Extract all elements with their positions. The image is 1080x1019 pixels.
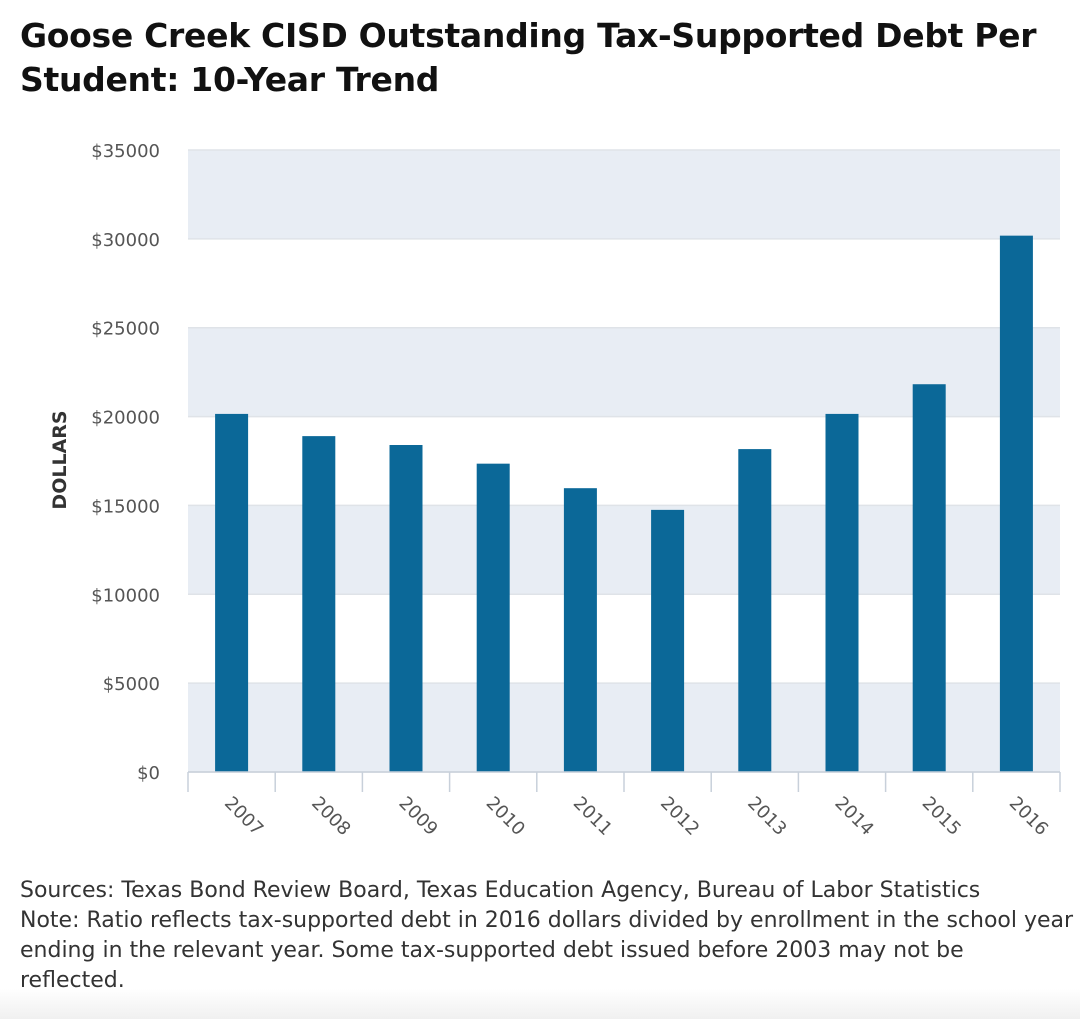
bar-2009 xyxy=(389,445,423,772)
chart-notes: Sources: Texas Bond Review Board, Texas … xyxy=(20,876,1075,996)
y-axis-label: DOLLARS xyxy=(49,410,71,509)
bar-2012 xyxy=(651,509,685,772)
x-tick-label: 2007 xyxy=(220,793,267,840)
x-tick-label: 2008 xyxy=(307,793,354,840)
x-tick-label: 2016 xyxy=(1005,793,1052,840)
y-tick-label: $30000 xyxy=(91,230,160,251)
x-tick-label: 2013 xyxy=(743,793,790,840)
bar-2016 xyxy=(999,235,1033,772)
x-axis: 2007 2008 2009 2010 2011 2012 2013 2014 2015 2016 xyxy=(187,771,1061,840)
x-tick-label: 2010 xyxy=(482,793,529,840)
y-tick-label: $20000 xyxy=(91,408,160,429)
y-tick-label: $0 xyxy=(137,763,160,784)
bar-2007 xyxy=(215,413,249,772)
y-tick-label: $25000 xyxy=(91,319,160,340)
y-tick-label: $35000 xyxy=(91,141,160,162)
y-axis-ticks: $0 $5000 $10000 $15000 $20000 $25000 $30000 $35… xyxy=(91,141,160,784)
x-tick-label: 2015 xyxy=(918,793,965,840)
bar-chart: $0 $5000 $10000 $15000 $20000 $25000 $30000 $35… xyxy=(49,141,1061,840)
y-tick-label: $15000 xyxy=(91,496,160,517)
x-tick-label: 2011 xyxy=(569,793,616,840)
note-text: Note: Ratio reflects tax-supported debt … xyxy=(20,908,1074,993)
bar-2013 xyxy=(738,449,772,772)
bar-2010 xyxy=(476,463,510,772)
y-tick-label: $10000 xyxy=(91,585,160,606)
bar-2015 xyxy=(912,384,946,772)
sources-text: Sources: Texas Bond Review Board, Texas … xyxy=(20,878,981,903)
x-tick-label: 2012 xyxy=(656,793,703,840)
bars xyxy=(215,235,1033,772)
bar-2014 xyxy=(825,413,859,772)
bar-2011 xyxy=(563,488,597,772)
y-tick-label: $5000 xyxy=(103,674,160,695)
bar-2008 xyxy=(302,436,336,772)
bottom-fade xyxy=(0,989,1080,1019)
background-band xyxy=(188,150,1060,239)
x-tick-label: 2014 xyxy=(830,793,877,840)
chart-title: Goose Creek CISD Outstanding Tax-Support… xyxy=(20,16,1037,99)
x-tick-label: 2009 xyxy=(394,793,441,840)
